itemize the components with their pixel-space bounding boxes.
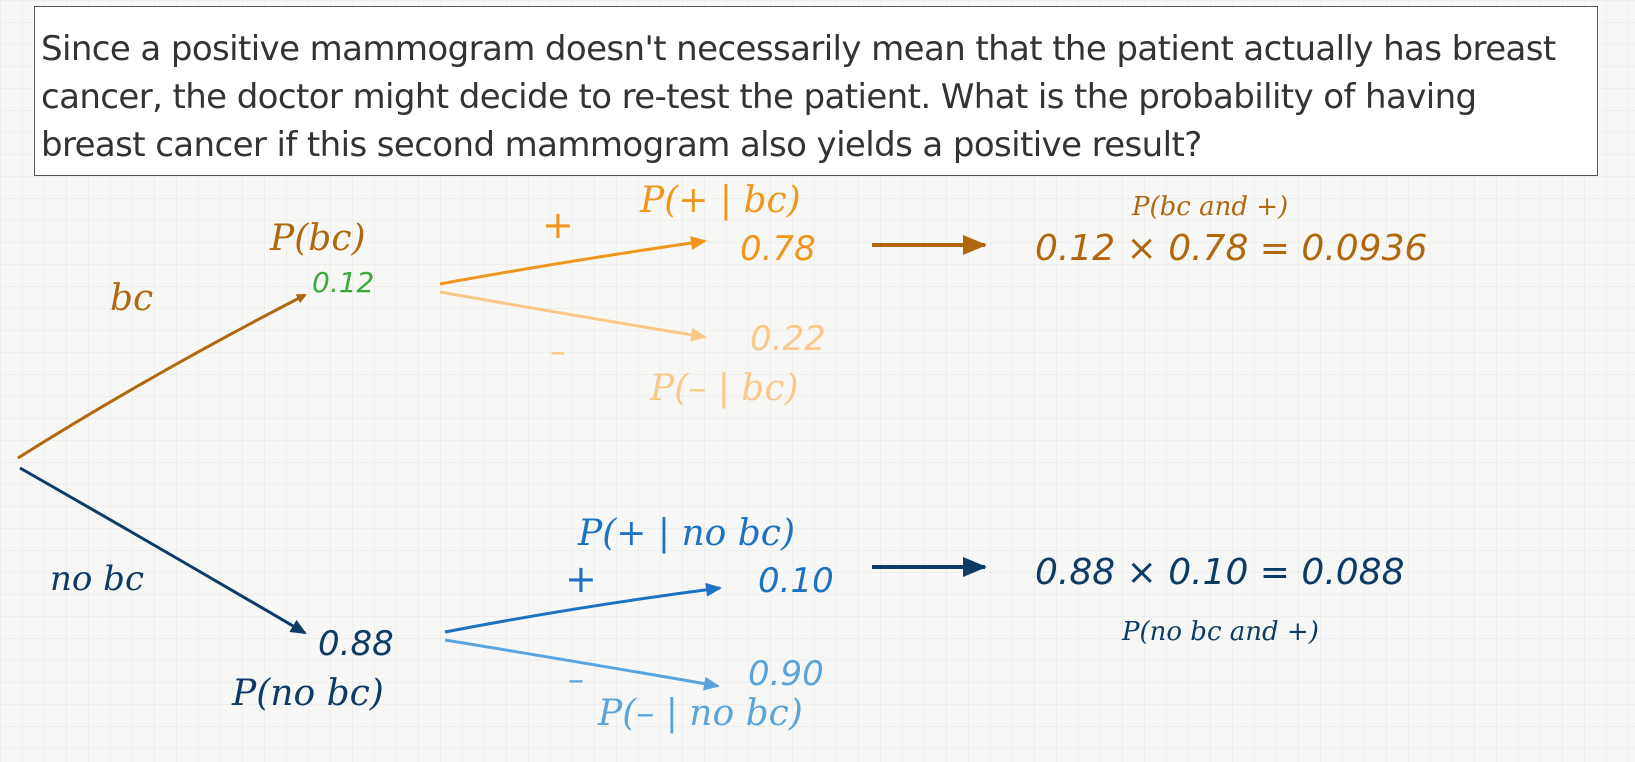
nobc-prior-prob: 0.88 xyxy=(318,624,394,664)
bc-pos-arrow xyxy=(439,236,707,286)
bc-pos-sign: + xyxy=(542,203,574,247)
bc-result: 0.12 × 0.78 = 0.0936 xyxy=(1035,228,1427,269)
nobc-neg-prob: 0.90 xyxy=(748,654,824,694)
nobc-neg-prob-label: P(– | no bc) xyxy=(597,693,803,734)
nobc-result: 0.88 × 0.10 = 0.088 xyxy=(1035,552,1404,593)
bc-branch-label: bc xyxy=(110,278,153,319)
nobc-neg-arrow xyxy=(444,638,720,691)
nobc-pos-arrow xyxy=(444,582,722,634)
bc-neg-sign: – xyxy=(550,332,566,370)
bc-neg-prob: 0.22 xyxy=(750,319,826,359)
nobc-pos-sign: + xyxy=(565,557,597,601)
bc-pos-prob: 0.78 xyxy=(740,229,816,269)
nobc-branch-arrow xyxy=(19,466,307,635)
nobc-pos-prob-label: P(+ | no bc) xyxy=(577,513,795,554)
nobc-pos-prob: 0.10 xyxy=(758,561,834,601)
bc-branch-arrow xyxy=(17,293,307,460)
question-box: Since a positive mammogram doesn't neces… xyxy=(34,6,1598,176)
nobc-neg-sign: – xyxy=(568,660,584,698)
nobc-prior-prob-label: P(no bc) xyxy=(231,673,384,714)
question-text: Since a positive mammogram doesn't neces… xyxy=(41,29,1556,165)
nobc-result-label: P(no bc and +) xyxy=(1121,617,1319,647)
bc-neg-arrow xyxy=(439,290,707,342)
bc-prior-prob-label: P(bc) xyxy=(269,218,366,259)
bc-pos-prob-label: P(+ | bc) xyxy=(639,180,801,221)
bc-prior-prob: 0.12 xyxy=(312,266,374,299)
nobc-branch-label: no bc xyxy=(50,559,144,599)
bc-result-label: P(bc and +) xyxy=(1131,192,1288,222)
bc-neg-prob-label: P(– | bc) xyxy=(649,368,799,409)
